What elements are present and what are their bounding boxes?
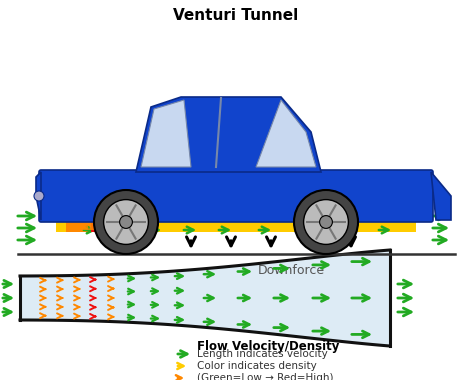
Text: Flow Velocity/Density: Flow Velocity/Density: [197, 340, 339, 353]
Polygon shape: [122, 214, 130, 230]
Circle shape: [320, 215, 333, 228]
Circle shape: [104, 200, 149, 244]
Text: Length indicates velocity: Length indicates velocity: [197, 349, 328, 359]
Polygon shape: [106, 214, 114, 230]
Polygon shape: [256, 100, 316, 167]
Polygon shape: [91, 218, 126, 232]
Polygon shape: [141, 100, 191, 167]
FancyBboxPatch shape: [39, 170, 433, 222]
Circle shape: [304, 200, 349, 244]
Polygon shape: [89, 216, 97, 230]
Polygon shape: [97, 216, 105, 230]
Polygon shape: [431, 172, 451, 220]
Circle shape: [294, 190, 358, 254]
Polygon shape: [113, 216, 121, 230]
Circle shape: [34, 191, 44, 201]
Polygon shape: [121, 216, 129, 230]
Text: Venturi Tunnel: Venturi Tunnel: [174, 8, 298, 23]
Polygon shape: [137, 216, 145, 230]
Text: Downforce: Downforce: [257, 264, 324, 277]
Circle shape: [120, 215, 132, 228]
Polygon shape: [56, 222, 416, 232]
Polygon shape: [105, 216, 113, 230]
Polygon shape: [98, 214, 106, 230]
Text: (Green=Low → Red=High): (Green=Low → Red=High): [197, 373, 333, 380]
Polygon shape: [129, 216, 137, 230]
Circle shape: [94, 190, 158, 254]
Text: Color indicates density: Color indicates density: [197, 361, 317, 371]
Polygon shape: [81, 216, 89, 230]
Polygon shape: [36, 172, 41, 220]
Polygon shape: [20, 250, 390, 346]
Polygon shape: [136, 97, 321, 172]
Polygon shape: [114, 214, 122, 230]
Polygon shape: [66, 220, 136, 232]
